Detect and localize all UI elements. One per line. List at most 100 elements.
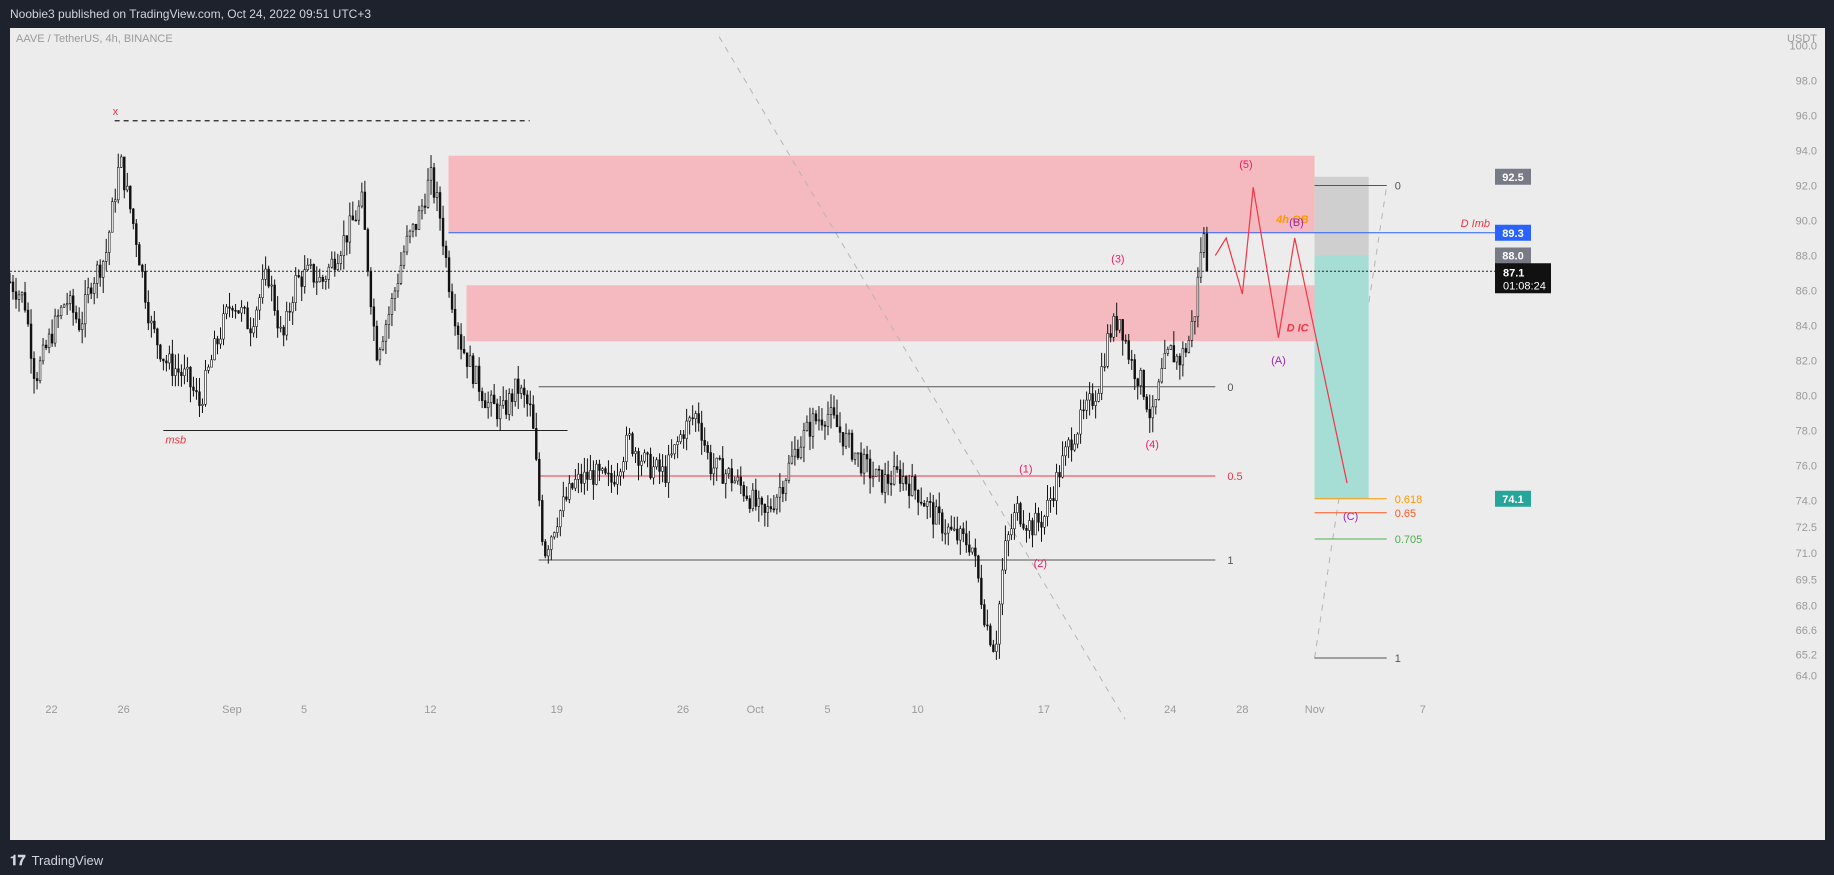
candle-body [270, 284, 273, 287]
price-badge-label: 89.3 [1502, 228, 1523, 240]
candle-body [480, 391, 484, 401]
y-tick-label: 64.0 [1796, 671, 1817, 683]
y-tick-label: 74.0 [1796, 496, 1817, 508]
candle-body [267, 268, 270, 287]
candle-body [865, 454, 869, 460]
candle-body [733, 480, 736, 484]
candle-body [89, 287, 93, 294]
candle-body [1172, 345, 1176, 363]
candle-body [598, 463, 601, 471]
candle-body [171, 353, 174, 376]
candle-body [240, 307, 243, 314]
candle-body [189, 366, 192, 388]
y-tick-label: 92.0 [1796, 181, 1817, 193]
price-axis [1495, 28, 1825, 840]
tradingview-logo[interactable]: 𝟏𝟕 TradingView [10, 852, 103, 869]
candle-body [1106, 333, 1109, 367]
candle-body [53, 315, 57, 344]
candle-body [913, 476, 917, 491]
candle-body [808, 421, 812, 437]
candle-body [1109, 333, 1112, 338]
candle-body [661, 466, 664, 472]
y-tick-label: 71.0 [1796, 548, 1817, 560]
candle-body [787, 462, 791, 481]
candle-body [333, 258, 336, 270]
candle-body [381, 340, 385, 350]
candle-body [838, 426, 842, 433]
candles [8, 153, 1209, 660]
candle-body [586, 471, 589, 480]
candle-body [120, 156, 123, 168]
candle-body [1016, 503, 1019, 513]
candle-body [742, 485, 745, 497]
candle-body [820, 419, 824, 426]
candle-body [303, 269, 306, 287]
candle-body [35, 378, 39, 382]
candle-body [950, 526, 953, 530]
candle-body [901, 476, 905, 484]
candle-body [129, 185, 132, 210]
candle-body [1190, 321, 1194, 341]
candle-body [438, 192, 442, 219]
candle-body [938, 506, 941, 514]
candle-body [646, 452, 649, 455]
candle-body [1034, 512, 1037, 536]
candle-body [589, 470, 592, 480]
candle-body [339, 255, 343, 264]
candle-body [953, 528, 956, 531]
brand-name: TradingView [31, 853, 104, 868]
candle-body [1121, 319, 1124, 341]
y-tick-label: 90.0 [1796, 216, 1817, 228]
candle-body [228, 306, 231, 309]
position-reward-zone [1314, 255, 1369, 499]
candle-body [20, 292, 24, 296]
candle-body [294, 275, 297, 303]
candle-body [147, 301, 150, 324]
x-tick-label: Sep [222, 704, 242, 716]
x-tick-label: 26 [118, 704, 130, 716]
candle-body [926, 501, 929, 507]
candle-body [703, 440, 706, 446]
chart-pane[interactable]: 4h OB D IC x msb D Imb 0 0.5 1 0 0.618 0.65 0.705 1(… [8, 28, 1825, 840]
candle-body [547, 549, 550, 557]
candle-body [766, 506, 770, 513]
candle-body [929, 501, 932, 503]
candle-body [231, 307, 234, 311]
fib-level-label: 0.65 [1395, 508, 1416, 520]
currency-label: USDT [1787, 33, 1817, 45]
zone-0 [448, 155, 1315, 233]
candle-body [700, 422, 703, 441]
candle-body [1142, 369, 1145, 398]
candle-body [1001, 569, 1004, 605]
position-risk-zone [1314, 176, 1369, 256]
candle-body [868, 458, 872, 479]
candle-body [685, 420, 688, 439]
candle-body [607, 472, 610, 475]
candle-body [718, 457, 721, 460]
candle-body [989, 625, 992, 646]
fib-level-label: 0 [1227, 382, 1233, 394]
candle-body [252, 326, 255, 334]
trend-line [1314, 185, 1388, 659]
candle-body [354, 219, 358, 222]
candle-body [312, 264, 315, 283]
candle-body [1019, 503, 1022, 525]
candle-body [1061, 455, 1064, 478]
candle-body [995, 643, 998, 652]
candle-body [246, 307, 249, 330]
candle-body [375, 325, 379, 361]
candle-body [1196, 276, 1200, 318]
candle-body [282, 326, 285, 336]
candle-body [1115, 315, 1118, 331]
candle-body [724, 473, 727, 484]
candle-body [805, 421, 809, 431]
candle-body [249, 328, 252, 334]
candle-body [962, 528, 965, 535]
candle-body [514, 378, 517, 402]
candle-body [318, 276, 321, 283]
last-price-countdown: 01:08:24 [1503, 280, 1546, 292]
candle-body [790, 455, 794, 464]
candle-body [126, 185, 129, 191]
price-badge-label: 74.1 [1502, 494, 1523, 506]
